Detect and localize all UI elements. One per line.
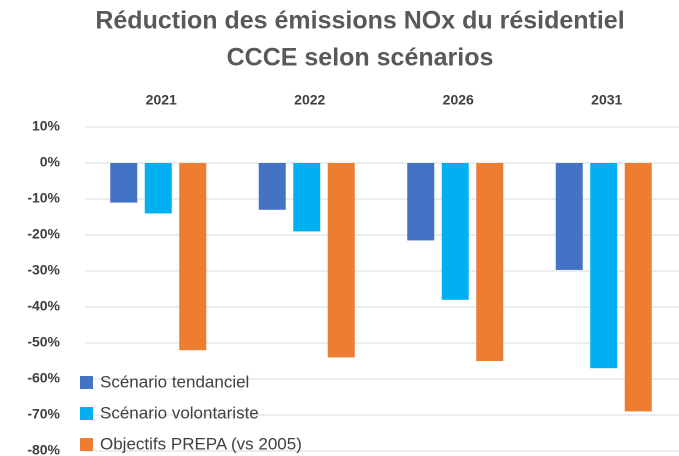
bar [258, 163, 286, 210]
legend-swatch [80, 438, 93, 451]
y-tick-label: -10% [27, 190, 60, 206]
y-tick-label: -60% [27, 370, 60, 386]
chart-title: CCCE selon scénarios [227, 44, 494, 72]
y-tick-label: -50% [27, 334, 60, 350]
legend-swatch [80, 407, 93, 420]
bar [179, 163, 207, 351]
legend-swatch [80, 376, 93, 389]
x-tick-label: 2031 [591, 92, 622, 108]
x-tick-label: 2022 [294, 92, 325, 108]
y-tick-label: -80% [27, 442, 60, 456]
legend-label: Scénario tendanciel [100, 372, 249, 391]
y-tick-label: 10% [32, 118, 61, 134]
y-tick-label: -70% [27, 406, 60, 422]
chart-title: Réduction des émissions NOx du résidenti… [95, 7, 624, 35]
bar [110, 163, 138, 203]
bar [624, 163, 652, 412]
bar [476, 163, 504, 361]
y-tick-label: -20% [27, 226, 60, 242]
y-tick-label: -30% [27, 262, 60, 278]
x-tick-label: 2021 [146, 92, 177, 108]
bar [407, 163, 435, 241]
x-tick-label: 2026 [443, 92, 474, 108]
bar [441, 163, 469, 300]
bar [555, 163, 583, 270]
legend-label: Scénario volontariste [100, 403, 259, 422]
y-tick-label: -40% [27, 298, 60, 314]
bar [144, 163, 172, 214]
bar [327, 163, 355, 358]
legend-label: Objectifs PREPA (vs 2005) [100, 434, 302, 453]
bar [590, 163, 618, 369]
y-tick-label: 0% [40, 154, 61, 170]
bar [293, 163, 321, 232]
